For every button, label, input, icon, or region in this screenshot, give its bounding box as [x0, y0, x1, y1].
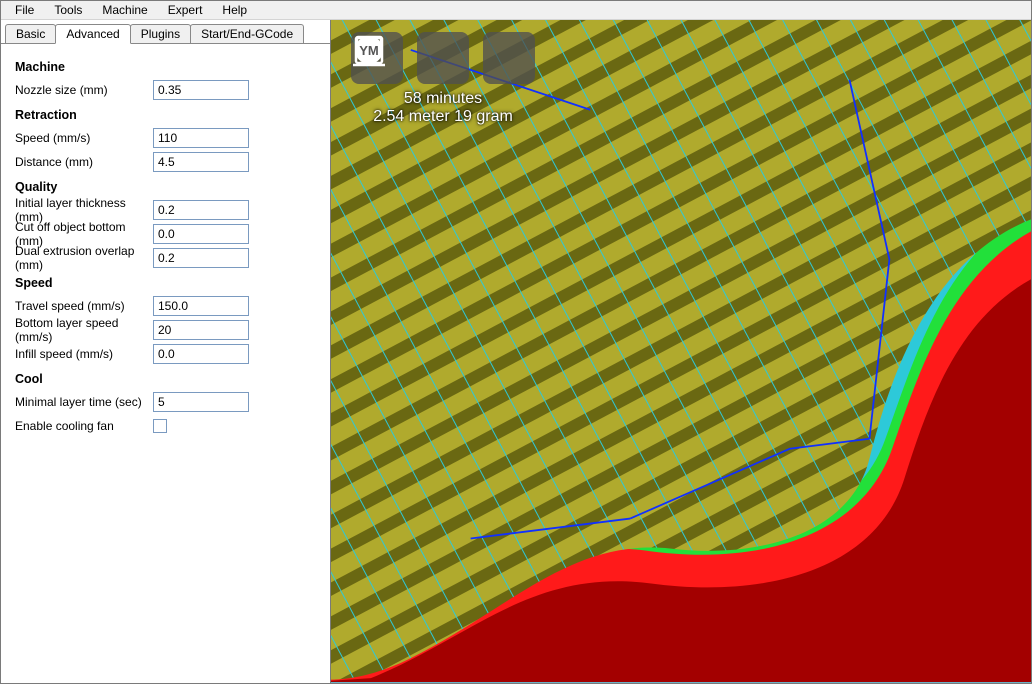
input-speed-mm-s-[interactable] [153, 128, 249, 148]
tabbar: BasicAdvancedPluginsStart/End-GCode [1, 22, 330, 44]
tab-start-end-gcode[interactable]: Start/End-GCode [190, 24, 304, 43]
print-time: 58 minutes [373, 90, 513, 108]
field-row: Distance (mm) [15, 150, 320, 174]
print-material: 2.54 meter 19 gram [373, 108, 513, 126]
field-label: Enable cooling fan [15, 419, 153, 433]
section-cool: Cool [15, 372, 320, 386]
field-row: Cut off object bottom (mm) [15, 222, 320, 246]
field-label: Infill speed (mm/s) [15, 347, 153, 361]
section-retraction: Retraction [15, 108, 320, 122]
input-bottom-layer-speed-mm-s-[interactable] [153, 320, 249, 340]
field-row: Minimal layer time (sec) [15, 390, 320, 414]
field-label: Nozzle size (mm) [15, 83, 153, 97]
tab-advanced[interactable]: Advanced [55, 24, 130, 44]
field-row: Enable cooling fan [15, 414, 320, 438]
save-button[interactable] [417, 32, 469, 84]
tab-basic[interactable]: Basic [5, 24, 56, 43]
menu-file[interactable]: File [5, 1, 44, 19]
field-row: Dual extrusion overlap (mm) [15, 246, 320, 270]
field-label: Bottom layer speed (mm/s) [15, 316, 153, 344]
input-initial-layer-thickness-mm-[interactable] [153, 200, 249, 220]
menu-tools[interactable]: Tools [44, 1, 92, 19]
field-row: Nozzle size (mm) [15, 78, 320, 102]
ym-icon: YM [351, 32, 387, 68]
menu-expert[interactable]: Expert [158, 1, 213, 19]
input-dual-extrusion-overlap-mm-[interactable] [153, 248, 249, 268]
section-speed: Speed [15, 276, 320, 290]
input-minimal-layer-time-sec-[interactable] [153, 392, 249, 412]
field-row: Infill speed (mm/s) [15, 342, 320, 366]
menu-machine[interactable]: Machine [92, 1, 157, 19]
field-row: Speed (mm/s) [15, 126, 320, 150]
menubar: FileToolsMachineExpertHelp [1, 1, 1031, 20]
input-cut-off-object-bottom-mm-[interactable] [153, 224, 249, 244]
svg-text:YM: YM [359, 43, 379, 58]
viewport-3d[interactable]: YM 58 minutes 2.54 meter 19 gram [331, 20, 1031, 683]
print-stats: 58 minutes 2.54 meter 19 gram [373, 90, 513, 127]
input-infill-speed-mm-s-[interactable] [153, 344, 249, 364]
section-machine: Machine [15, 60, 320, 74]
checkbox-enable-cooling-fan[interactable] [153, 419, 167, 433]
field-row: Bottom layer speed (mm/s) [15, 318, 320, 342]
input-distance-mm-[interactable] [153, 152, 249, 172]
ym-button[interactable]: YM [483, 32, 535, 84]
section-quality: Quality [15, 180, 320, 194]
field-label: Dual extrusion overlap (mm) [15, 244, 153, 272]
settings-panel: BasicAdvancedPluginsStart/End-GCode Mach… [1, 20, 331, 683]
field-label: Travel speed (mm/s) [15, 299, 153, 313]
input-travel-speed-mm-s-[interactable] [153, 296, 249, 316]
field-row: Travel speed (mm/s) [15, 294, 320, 318]
field-label: Speed (mm/s) [15, 131, 153, 145]
input-nozzle-size-mm-[interactable] [153, 80, 249, 100]
menu-help[interactable]: Help [212, 1, 257, 19]
field-row: Initial layer thickness (mm) [15, 198, 320, 222]
settings-form: Machine Nozzle size (mm) Retraction Speed (… [1, 44, 330, 683]
tab-plugins[interactable]: Plugins [130, 24, 191, 43]
field-label: Distance (mm) [15, 155, 153, 169]
field-label: Minimal layer time (sec) [15, 395, 153, 409]
